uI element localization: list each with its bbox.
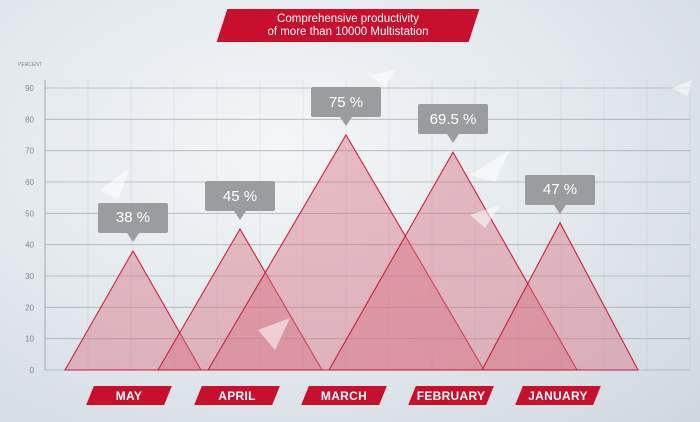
data-label-text: 69.5 %	[418, 104, 488, 135]
decorative-shard	[258, 318, 290, 350]
triangle-series	[64, 133, 639, 371]
data-label-february: 69.5 %	[418, 104, 488, 144]
y-tick-label: 30	[25, 272, 34, 281]
y-tick-label: 40	[25, 241, 34, 250]
y-axis-label: PERCENT	[18, 62, 42, 68]
data-label-pointer	[554, 204, 566, 214]
data-label-january: 47 %	[525, 174, 595, 214]
chart-title-line2: of more than 10000 Multistation	[267, 25, 429, 38]
y-tick-label: 70	[25, 147, 34, 156]
data-label-may: 38 %	[98, 202, 168, 242]
category-tag-april: APRIL	[194, 386, 280, 405]
y-tick-label: 10	[25, 335, 34, 344]
data-label-text: 38 %	[98, 202, 168, 233]
decorations	[100, 70, 692, 350]
data-label-text: 45 %	[205, 181, 275, 211]
category-label: FEBRUARY	[416, 388, 486, 403]
decorative-shard	[370, 70, 395, 88]
decorative-shard	[470, 205, 500, 228]
y-tick-label: 50	[25, 209, 34, 218]
y-tick-label: 60	[25, 178, 34, 187]
data-label-april: 45 %	[205, 181, 275, 220]
category-label: MAY	[115, 388, 143, 403]
y-tick-label: 20	[25, 303, 34, 312]
data-triangle-february	[328, 151, 578, 371]
y-tick-label: 80	[25, 115, 34, 124]
decorative-shard	[470, 150, 510, 182]
data-label-pointer	[340, 117, 352, 126]
category-tag-january: JANUARY	[515, 386, 601, 405]
y-tick-label: 0	[30, 366, 35, 375]
data-label-text: 75 %	[311, 87, 381, 117]
category-label: JANUARY	[528, 388, 588, 403]
chart-title: Comprehensive productivity of more than …	[222, 9, 474, 42]
category-tag-may: MAY	[86, 386, 172, 405]
data-label-march: 75 %	[311, 87, 381, 126]
category-label: MARCH	[320, 388, 368, 403]
data-triangle-january	[481, 221, 639, 371]
decorative-shard	[100, 168, 130, 200]
y-tick-label: 90	[25, 84, 34, 93]
data-label-pointer	[127, 232, 139, 242]
title-banner: Comprehensive productivity of more than …	[216, 9, 480, 42]
category-label: APRIL	[218, 388, 256, 403]
chart-title-line1: Comprehensive productivity	[277, 12, 419, 25]
data-label-text: 47 %	[525, 174, 595, 205]
category-tag-february: FEBRUARY	[408, 386, 494, 405]
y-axis: 0 10 20 30 40 50 60 70 80 90 PERCENT	[18, 62, 46, 375]
data-triangle-may	[64, 249, 202, 371]
data-label-pointer	[234, 211, 246, 220]
data-label-pointer	[447, 134, 459, 144]
decorative-shard	[672, 80, 692, 96]
category-tag-march: MARCH	[301, 386, 387, 405]
